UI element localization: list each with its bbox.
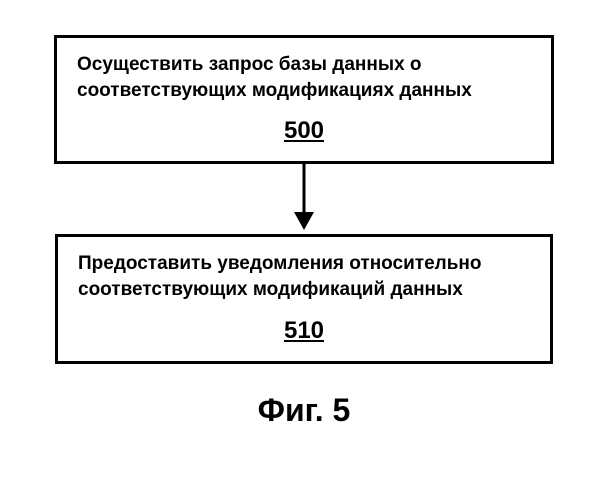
- arrow-line: [303, 164, 306, 216]
- arrow-head-icon: [294, 212, 314, 230]
- flowchart-container: Осуществить запрос базы данных о соответ…: [0, 0, 608, 500]
- node-text: Осуществить запрос базы данных о соответ…: [77, 52, 531, 103]
- node-text: Предоставить уведомления относительно со…: [78, 251, 530, 302]
- flowchart-node-2: Предоставить уведомления относительно со…: [55, 234, 553, 363]
- node-number: 500: [77, 117, 531, 145]
- node-number: 510: [78, 317, 530, 345]
- flowchart-arrow: [0, 164, 608, 234]
- figure-label: Фиг. 5: [0, 392, 608, 429]
- flowchart-node-1: Осуществить запрос базы данных о соответ…: [54, 35, 554, 164]
